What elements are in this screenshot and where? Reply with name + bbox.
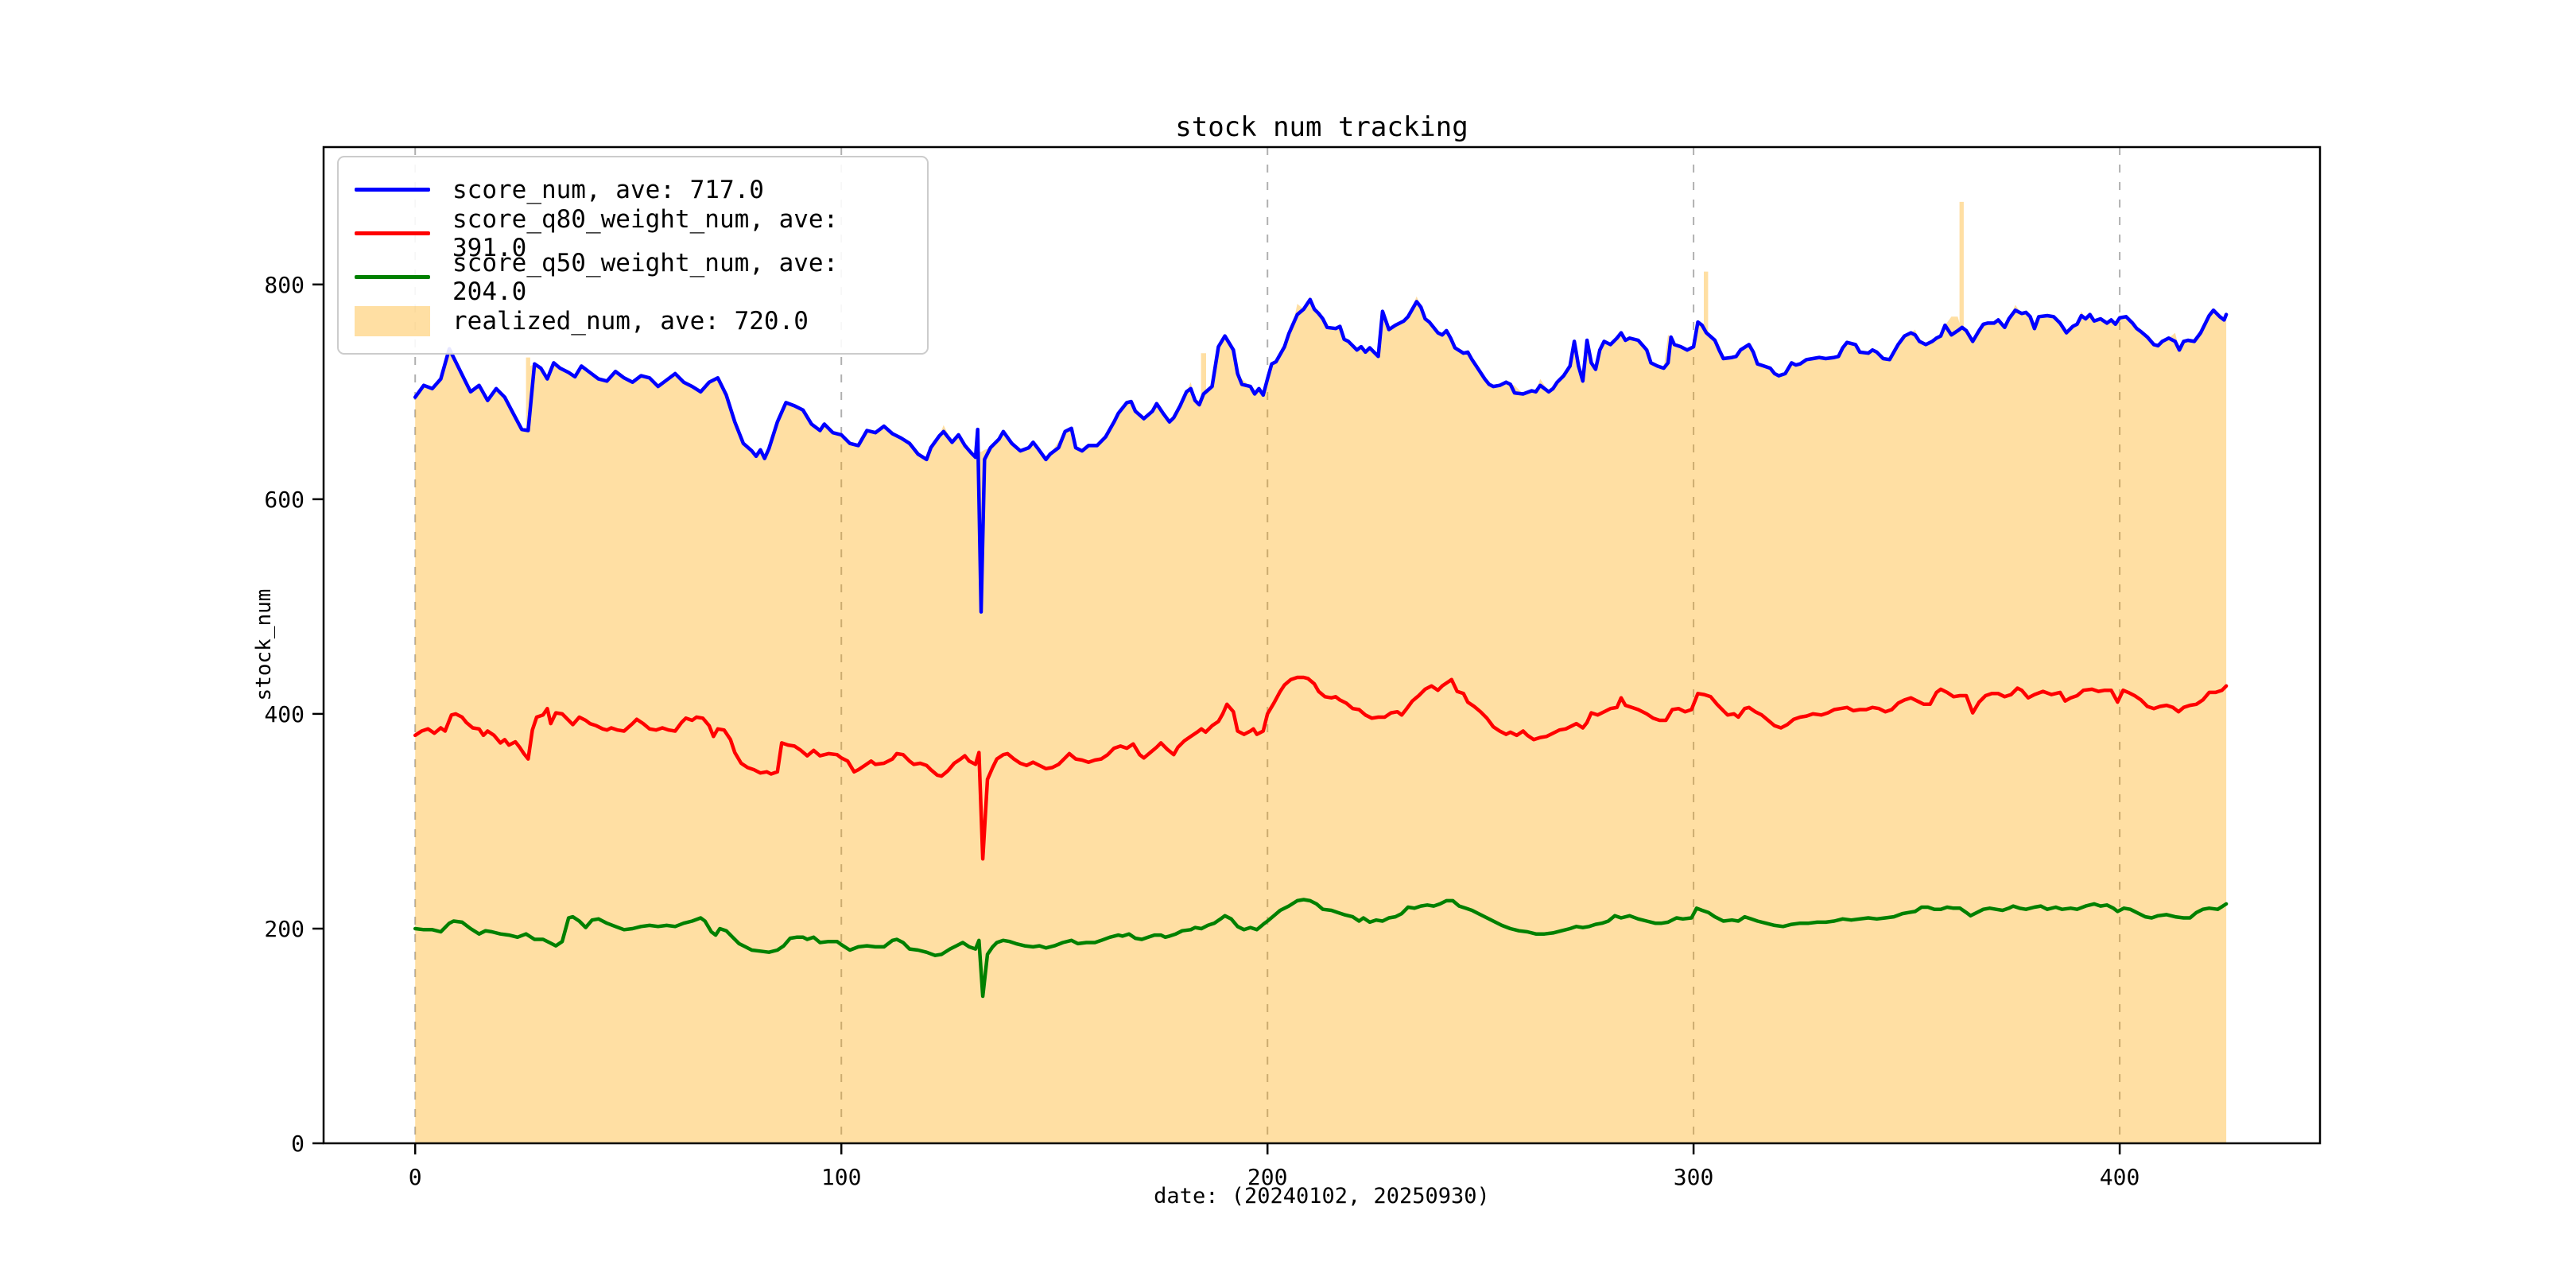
y-tick-label-0: 0	[291, 1131, 305, 1157]
legend-label-realized_num: realized_num, ave: 720.0	[452, 306, 809, 336]
x-axis-label: date: (20240102, 20250930)	[1154, 1184, 1490, 1208]
series-realized_num	[415, 201, 2227, 1143]
legend-area-swatch-realized_num	[355, 305, 430, 336]
chart-title: stock num tracking	[1175, 111, 1468, 143]
x-tick-label-100: 100	[821, 1164, 862, 1190]
legend-item-score_q80_weight_num: score_q80_weight_num, ave: 391.0	[355, 205, 911, 262]
series-score_q50_weight_num	[413, 898, 2229, 999]
y-tick-label-400: 400	[264, 701, 305, 727]
legend-item-score_num: score_num, ave: 717.0	[355, 168, 911, 211]
plot-frame	[322, 145, 2322, 1145]
legend: score_num, ave: 717.0 score_q80_weight_nu…	[337, 156, 929, 355]
series-score_q80_weight_num	[413, 675, 2229, 861]
y-tick-label-600: 600	[264, 487, 305, 513]
legend-label-score_q50_weight_num: score_q50_weight_num, ave: 204.0	[452, 248, 839, 306]
legend-label-score_q80_weight_num: score_q80_weight_num, ave: 391.0	[452, 204, 839, 262]
x-tick-label-300: 300	[1674, 1164, 1714, 1190]
x-tick-label-400: 400	[2100, 1164, 2140, 1190]
series-score_num	[413, 297, 2229, 614]
legend-item-realized_num: realized_num, ave: 720.0	[355, 299, 911, 343]
y-axis-label: stock_num	[252, 588, 276, 701]
legend-label-score_num: score_num, ave: 717.0	[452, 175, 764, 204]
legend-item-score_q50_weight_num: score_q50_weight_num, ave: 204.0	[355, 249, 911, 306]
y-tick-label-800: 800	[264, 272, 305, 298]
legend-line-swatch-score_num	[355, 188, 430, 192]
x-tick-label-200: 200	[1247, 1164, 1288, 1190]
x-tick-label-0: 0	[409, 1164, 422, 1190]
legend-line-swatch-score_q80_weight_num	[355, 231, 430, 235]
y-tick-label-200: 200	[264, 916, 305, 942]
legend-line-swatch-score_q50_weight_num	[355, 275, 430, 279]
